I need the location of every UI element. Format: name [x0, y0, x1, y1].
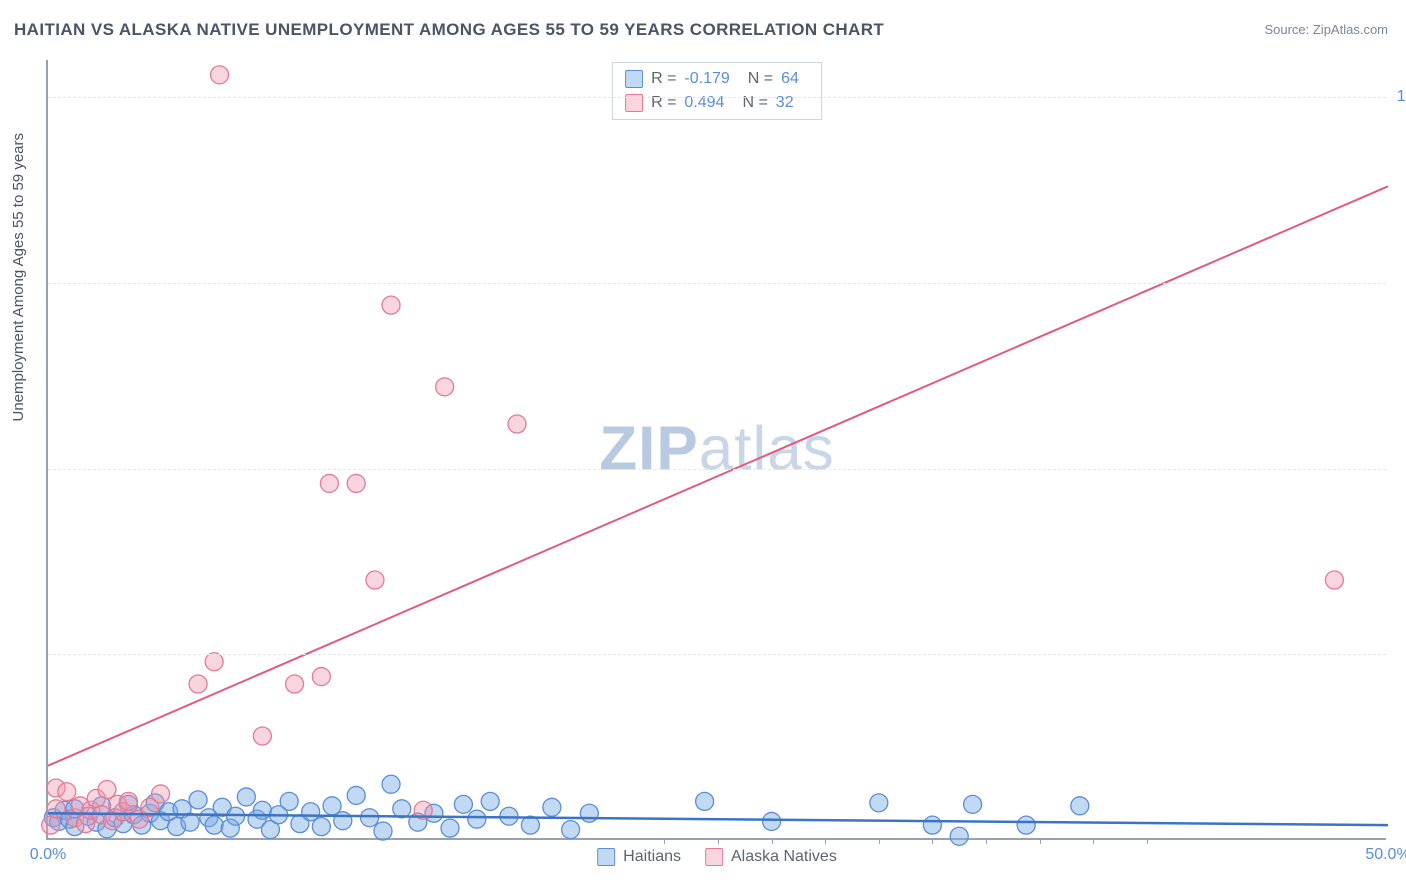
x-tick-mark	[1147, 838, 1148, 844]
legend-row: R = -0.179 N = 64	[625, 67, 809, 91]
data-point	[58, 783, 76, 801]
legend-r-value: -0.179	[684, 70, 729, 88]
legend-item: Haitians	[597, 848, 681, 866]
gridline	[48, 97, 1386, 98]
data-point	[696, 792, 714, 810]
x-tick-mark	[825, 838, 826, 844]
data-point	[964, 795, 982, 813]
legend-swatch	[625, 70, 643, 88]
data-point	[374, 822, 392, 840]
data-point	[481, 792, 499, 810]
x-tick-label: 50.0%	[1365, 846, 1406, 864]
data-point	[382, 775, 400, 793]
x-tick-mark	[986, 838, 987, 844]
legend-n-label: N =	[748, 70, 773, 88]
data-point	[280, 792, 298, 810]
legend-swatch	[705, 848, 723, 866]
x-tick-mark	[664, 838, 665, 844]
x-tick-mark	[1040, 838, 1041, 844]
data-point	[181, 813, 199, 831]
x-tick-mark	[932, 838, 933, 844]
y-tick-label: 100.0%	[1397, 88, 1406, 106]
data-point	[211, 66, 229, 84]
data-point	[253, 727, 271, 745]
data-point	[320, 474, 338, 492]
x-tick-label: 0.0%	[30, 846, 66, 864]
data-point	[870, 794, 888, 812]
legend-row: R =0.494N =32	[625, 91, 809, 115]
legend-label: Alaska Natives	[731, 848, 837, 866]
trend-line	[48, 186, 1388, 765]
x-tick-mark	[772, 838, 773, 844]
legend-n-value: 64	[781, 70, 799, 88]
data-point	[366, 571, 384, 589]
series-legend: Haitians Alaska Natives	[597, 848, 837, 866]
data-point	[47, 800, 65, 818]
data-point	[227, 807, 245, 825]
x-tick-mark	[879, 838, 880, 844]
data-point	[312, 668, 330, 686]
data-point	[454, 795, 472, 813]
data-point	[361, 809, 379, 827]
legend-swatch	[597, 848, 615, 866]
data-point	[189, 791, 207, 809]
data-point	[1325, 571, 1343, 589]
data-point	[189, 675, 207, 693]
data-point	[1071, 797, 1089, 815]
y-axis-label: Unemployment Among Ages 55 to 59 years	[10, 133, 27, 422]
data-point	[334, 812, 352, 830]
data-point	[119, 792, 137, 810]
data-point	[286, 675, 304, 693]
page-title: HAITIAN VS ALASKA NATIVE UNEMPLOYMENT AM…	[14, 20, 884, 40]
gridline	[48, 654, 1386, 655]
gridline	[48, 283, 1386, 284]
data-point	[237, 788, 255, 806]
data-point	[580, 804, 598, 822]
data-point	[508, 415, 526, 433]
chart-plot-area: ZIPatlas R =-0.179N =64R =0.494N =32 Hai…	[46, 60, 1386, 840]
data-point	[1017, 816, 1035, 834]
data-point	[923, 816, 941, 834]
data-point	[436, 378, 454, 396]
data-point	[521, 816, 539, 834]
data-point	[205, 653, 223, 671]
source-attribution: Source: ZipAtlas.com	[1264, 22, 1388, 37]
data-point	[347, 786, 365, 804]
data-point	[312, 818, 330, 836]
legend-item: Alaska Natives	[705, 848, 837, 866]
data-point	[441, 819, 459, 837]
data-point	[205, 816, 223, 834]
data-point	[42, 816, 60, 834]
x-tick-mark	[718, 838, 719, 844]
data-point	[562, 821, 580, 839]
data-point	[763, 812, 781, 830]
data-point	[152, 785, 170, 803]
chart-svg	[48, 60, 1386, 838]
gridline	[48, 469, 1386, 470]
data-point	[347, 474, 365, 492]
data-point	[253, 801, 271, 819]
data-point	[468, 810, 486, 828]
x-tick-mark	[1093, 838, 1094, 844]
data-point	[950, 827, 968, 845]
legend-label: Haitians	[623, 848, 681, 866]
data-point	[382, 296, 400, 314]
correlation-legend: R = -0.179 N = 64 R =0.494N =32	[612, 62, 822, 120]
legend-r-label: R =	[651, 70, 676, 88]
data-point	[543, 798, 561, 816]
